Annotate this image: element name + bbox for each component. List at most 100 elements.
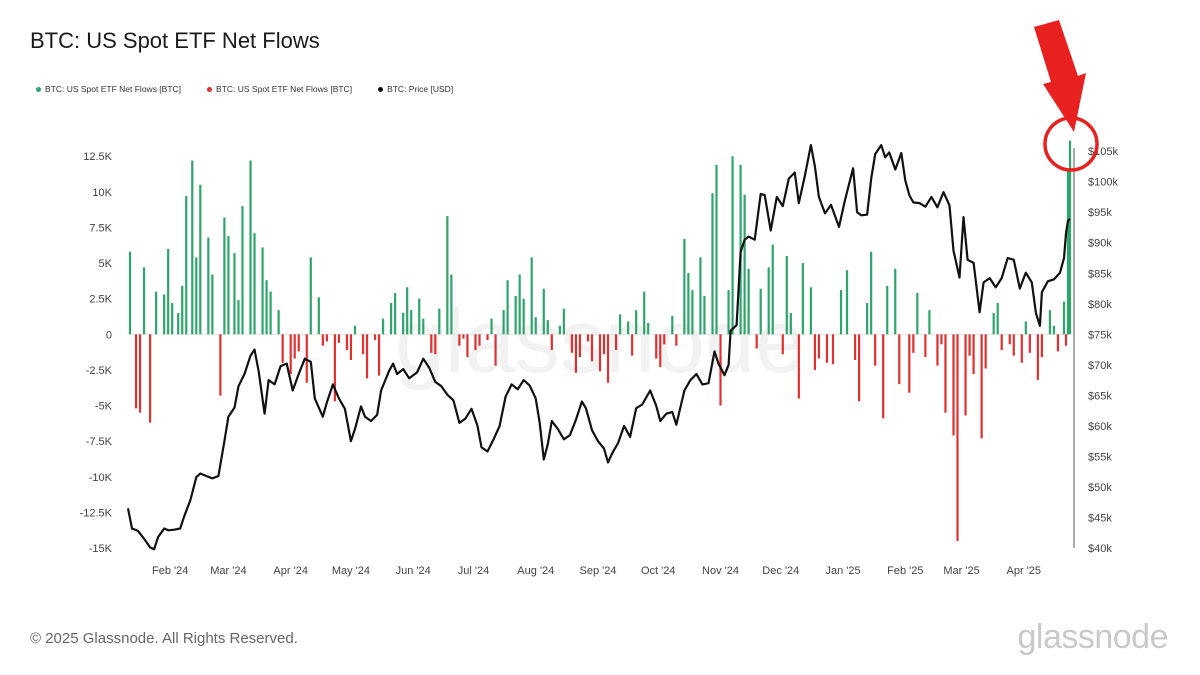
inflow-bar[interactable] [195,257,198,335]
inflow-bar[interactable] [199,184,202,335]
inflow-bar[interactable] [643,291,646,335]
outflow-bar[interactable] [898,334,901,385]
outflow-bar[interactable] [333,334,336,402]
outflow-bar[interactable] [219,334,222,396]
inflow-bar[interactable] [715,164,718,335]
inflow-bar[interactable] [530,257,533,335]
outflow-bar[interactable] [853,334,857,360]
outflow-bar[interactable] [293,334,296,359]
inflow-bar[interactable] [558,325,561,335]
legend-item-price[interactable]: BTC: Price [USD] [378,84,453,94]
outflow-bar[interactable] [1012,334,1015,356]
inflow-bar[interactable] [167,248,170,335]
inflow-bar[interactable] [381,318,385,335]
outflow-bar[interactable] [781,334,784,355]
inflow-bar[interactable] [894,268,897,335]
inflow-bar[interactable] [635,310,638,335]
inflow-bar[interactable] [406,287,409,335]
inflow-bar[interactable] [671,315,674,335]
outflow-bar[interactable] [602,334,606,355]
inflow-bar[interactable] [727,290,730,335]
inflow-bar[interactable] [394,293,397,335]
outflow-bar[interactable] [434,334,437,355]
inflow-bar[interactable] [506,280,509,335]
outflow-bar[interactable] [365,334,369,379]
inflow-bar[interactable] [992,312,995,335]
outflow-bar[interactable] [325,334,328,342]
inflow-bar[interactable] [249,160,252,335]
outflow-bar[interactable] [574,334,578,373]
outflow-bar[interactable] [655,334,658,359]
inflow-bar[interactable] [546,320,549,335]
outflow-bar[interactable] [797,334,800,399]
outflow-bar[interactable] [817,334,821,359]
inflow-bar[interactable] [353,325,357,335]
outflow-bar[interactable] [631,334,634,356]
inflow-bar[interactable] [237,300,240,335]
inflow-bar[interactable] [142,267,146,335]
inflow-bar[interactable] [743,194,746,335]
inflow-bar[interactable] [711,193,714,335]
outflow-bar[interactable] [148,334,152,423]
outflow-bar[interactable] [478,334,481,346]
inflow-bar[interactable] [490,318,493,335]
inflow-bar[interactable] [1062,301,1066,335]
outflow-bar[interactable] [952,334,955,436]
outflow-bar[interactable] [474,334,477,350]
inflow-bar[interactable] [731,156,734,335]
inflow-bar[interactable] [870,251,873,335]
outflow-bar[interactable] [373,334,377,341]
inflow-bar[interactable] [996,302,999,335]
inflow-bar[interactable] [691,290,694,335]
outflow-bar[interactable] [924,334,927,358]
inflow-bar[interactable] [1066,169,1070,335]
outflow-bar[interactable] [1036,334,1039,380]
outflow-bar[interactable] [590,334,594,362]
inflow-bar[interactable] [1048,310,1052,335]
outflow-bar[interactable] [361,334,365,355]
outflow-bar[interactable] [858,334,861,402]
inflow-bar[interactable] [191,160,194,335]
inflow-bar[interactable] [265,280,268,335]
outflow-bar[interactable] [980,334,983,439]
inflow-bar[interactable] [683,238,686,335]
outflow-bar[interactable] [606,334,610,383]
inflow-bar[interactable] [767,267,770,335]
outflow-bar[interactable] [614,334,618,350]
outflow-bar[interactable] [1020,334,1023,363]
inflow-bar[interactable] [845,270,849,335]
outflow-bar[interactable] [719,334,722,406]
inflow-bar[interactable] [450,274,453,335]
inflow-bar[interactable] [233,253,236,335]
outflow-bar[interactable] [466,334,469,358]
inflow-bar[interactable] [402,312,405,335]
inflow-bar[interactable] [928,310,931,335]
outflow-bar[interactable] [908,334,911,393]
inflow-bar[interactable] [207,237,210,335]
inflow-bar[interactable] [277,310,280,335]
inflow-bar[interactable] [886,285,889,335]
outflow-bar[interactable] [337,334,340,343]
inflow-bar[interactable] [809,287,812,335]
outflow-bar[interactable] [1064,334,1068,346]
inflow-bar[interactable] [155,291,158,335]
inflow-bar[interactable] [223,217,226,335]
inflow-bar[interactable] [542,288,545,335]
inflow-bar[interactable] [789,312,792,335]
inflow-bar[interactable] [522,298,525,335]
inflow-bar[interactable] [747,268,750,335]
inflow-bar[interactable] [410,310,413,335]
inflow-bar[interactable] [128,251,132,335]
inflow-bar[interactable] [703,295,706,335]
outflow-bar[interactable] [964,334,967,416]
price-line[interactable] [126,144,1071,551]
inflow-bar[interactable] [627,321,630,335]
outflow-bar[interactable] [882,334,885,419]
inflow-bar[interactable] [502,310,505,335]
outflow-bar[interactable] [831,334,835,365]
inflow-bar[interactable] [687,273,690,335]
outflow-bar[interactable] [659,334,662,368]
outflow-bar[interactable] [281,334,284,363]
inflow-bar[interactable] [171,302,174,335]
inflow-bar[interactable] [801,263,804,335]
